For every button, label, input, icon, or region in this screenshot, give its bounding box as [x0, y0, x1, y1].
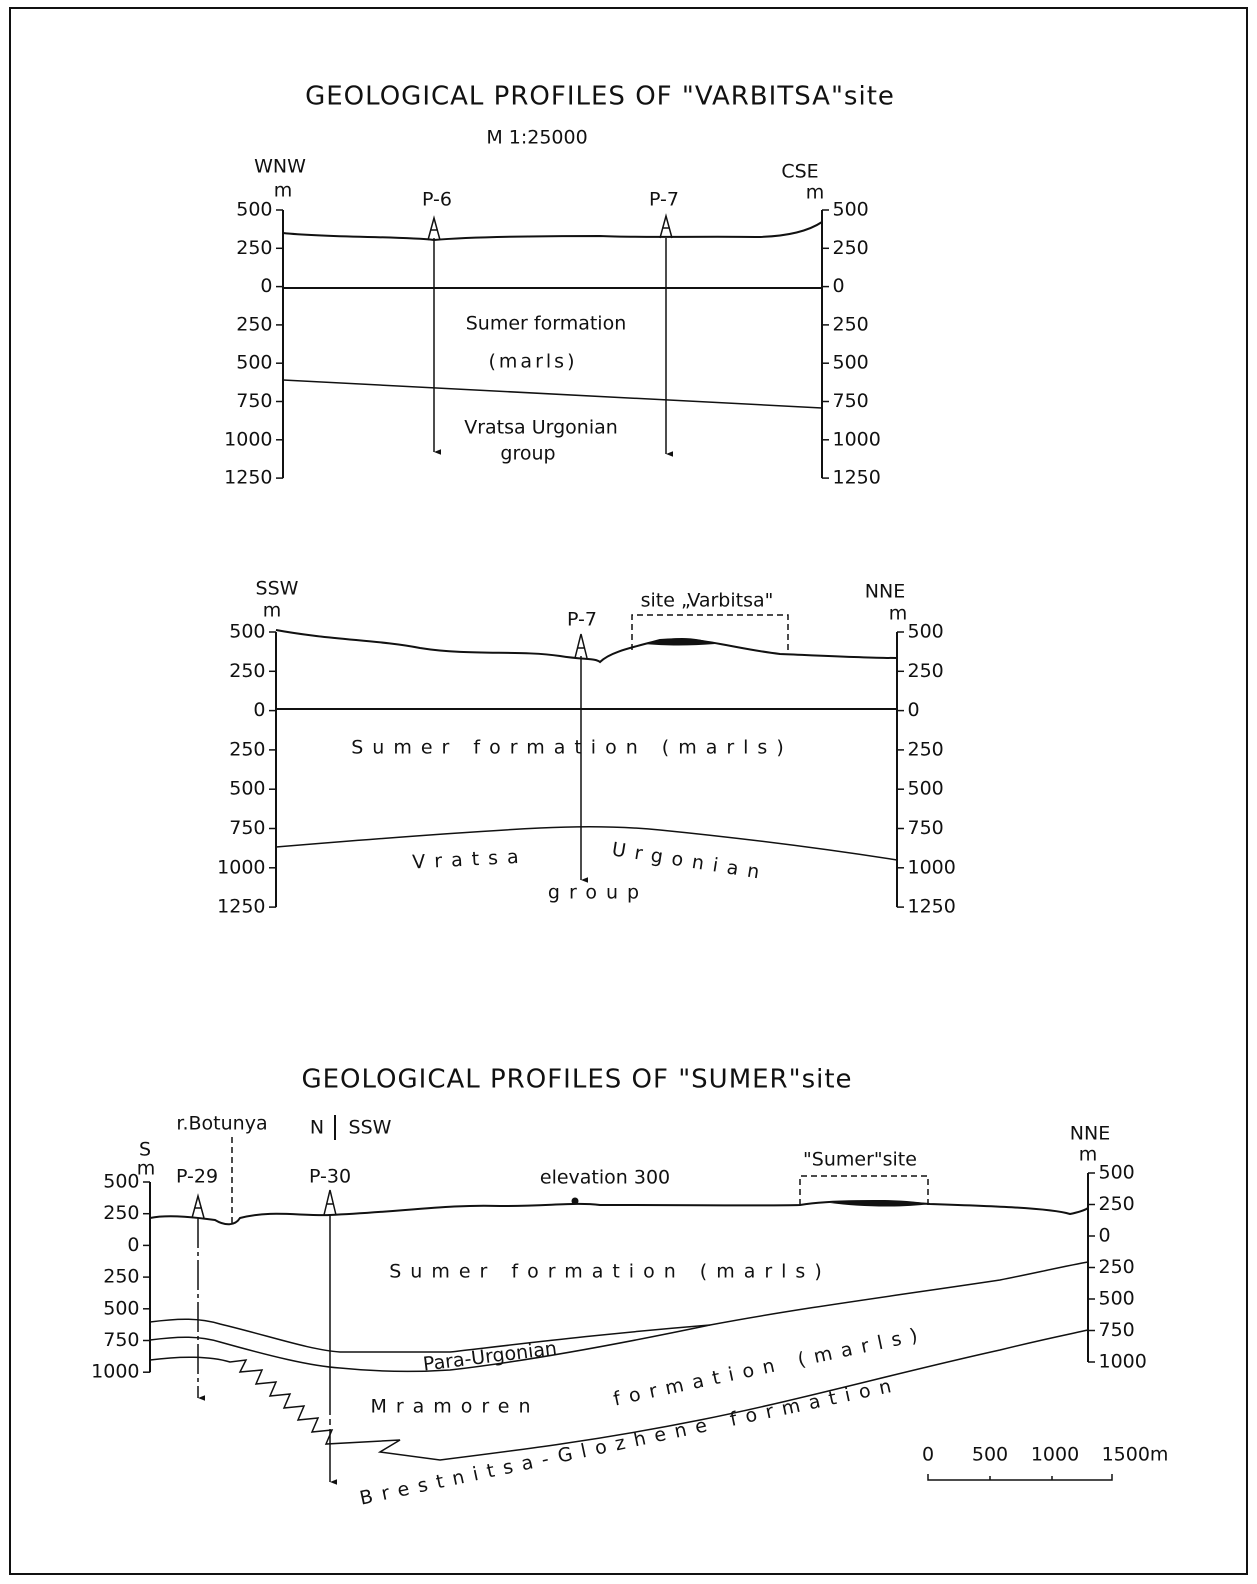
scale-label: 1500m [1102, 1444, 1169, 1466]
tick-label: 1250 [833, 467, 881, 489]
scale-label: 0 [922, 1444, 934, 1466]
tick-label: 750 [229, 817, 265, 839]
site-label: "Sumer"site [803, 1149, 917, 1171]
formation-label: Sumer formation (marls) [351, 737, 793, 759]
title: GEOLOGICAL PROFILES OF "VARBITSA"site [305, 82, 895, 112]
tick-label: 1000 [224, 428, 272, 450]
tick-label: 0 [253, 699, 265, 721]
tick-label: 250 [833, 313, 869, 335]
tick-label: 1000 [908, 856, 956, 878]
tick-label: 1000 [1099, 1351, 1147, 1373]
tick-label: 1000 [217, 856, 265, 878]
tick-label: 250 [1099, 1193, 1135, 1215]
formation-label: Sumer formation [466, 313, 627, 335]
formation-label: Mramoren [370, 1396, 539, 1418]
tick-label: 500 [236, 352, 272, 374]
formation-label: Vratsa Urgonian [464, 417, 618, 439]
formation-label: (marls) [489, 351, 578, 373]
tick-label: 500 [236, 199, 272, 221]
formation-label: Urgonian [610, 838, 770, 884]
title: GEOLOGICAL PROFILES OF "SUMER"site [301, 1065, 852, 1095]
tick-label: 250 [236, 313, 272, 335]
tick-label: 500 [229, 778, 265, 800]
river-label: r.Botunya [176, 1113, 267, 1135]
formation-label: Para-Urgonian [422, 1337, 558, 1375]
tick-label: 750 [833, 390, 869, 412]
direction: CSE [781, 161, 818, 183]
site-label: site „Varbitsa" [641, 590, 774, 612]
scale: M 1:25000 [486, 127, 587, 149]
scale-label: 1000 [1031, 1444, 1079, 1466]
tick-label: 750 [908, 817, 944, 839]
direction: NNE [865, 581, 905, 603]
tick-label: 1250 [224, 467, 272, 489]
tick-label: 500 [1099, 1162, 1135, 1184]
tick-label: 500 [908, 778, 944, 800]
tick-label: 750 [103, 1329, 139, 1351]
formation-label: group [500, 443, 555, 465]
unit: m [137, 1158, 156, 1180]
well-label: P-7 [567, 609, 597, 631]
frame [10, 8, 1247, 1574]
tick-label: 0 [260, 275, 272, 297]
bend-label: SSW [349, 1117, 392, 1139]
well-label: P-30 [309, 1166, 351, 1188]
tick-label: 250 [229, 738, 265, 760]
tick-label: 500 [229, 621, 265, 643]
tick-label: 500 [103, 1297, 139, 1319]
tick-label: 250 [236, 237, 272, 259]
tick-label: 250 [103, 1266, 139, 1288]
elevation-label: elevation 300 [540, 1167, 670, 1189]
well-label: P-6 [422, 189, 452, 211]
tick-label: 250 [229, 660, 265, 682]
tick-label: 250 [103, 1202, 139, 1224]
direction: SSW [256, 578, 299, 600]
tick-label: 250 [908, 738, 944, 760]
tick-label: 0 [1099, 1225, 1111, 1247]
tick-label: 500 [833, 199, 869, 221]
unit: m [274, 180, 293, 202]
tick-label: 250 [908, 660, 944, 682]
tick-label: 250 [1099, 1256, 1135, 1278]
tick-label: 750 [236, 390, 272, 412]
tick-label: 1250 [217, 896, 265, 918]
well-label: P-7 [649, 189, 679, 211]
unit: m [263, 600, 282, 622]
tick-label: 500 [833, 352, 869, 374]
tick-label: 750 [1099, 1319, 1135, 1341]
diagram: GEOLOGICAL PROFILES OF "VARBITSA"site M … [0, 0, 1257, 1584]
tick-label: 250 [833, 237, 869, 259]
scale-label: 500 [972, 1444, 1008, 1466]
tick-label: 1000 [833, 428, 881, 450]
tick-label: 0 [833, 275, 845, 297]
formation-label: Vratsa [412, 845, 528, 873]
tick-label: 1250 [908, 896, 956, 918]
unit: m [1079, 1144, 1098, 1166]
tick-label: 500 [1099, 1288, 1135, 1310]
unit: m [806, 182, 825, 204]
well-label: P-29 [176, 1166, 218, 1188]
tick-label: 0 [127, 1234, 139, 1256]
tick-label: 500 [103, 1171, 139, 1193]
direction: WNW [254, 156, 306, 178]
scale-bar [928, 1474, 1112, 1480]
unit: m [889, 603, 908, 625]
formation-label: group [548, 882, 648, 904]
tick-label: 1000 [91, 1361, 139, 1383]
formation-label: Sumer formation (marls) [389, 1261, 831, 1283]
direction: NNE [1070, 1123, 1110, 1145]
bend-label: N [310, 1117, 324, 1139]
tick-label: 0 [908, 699, 920, 721]
tick-label: 500 [908, 621, 944, 643]
